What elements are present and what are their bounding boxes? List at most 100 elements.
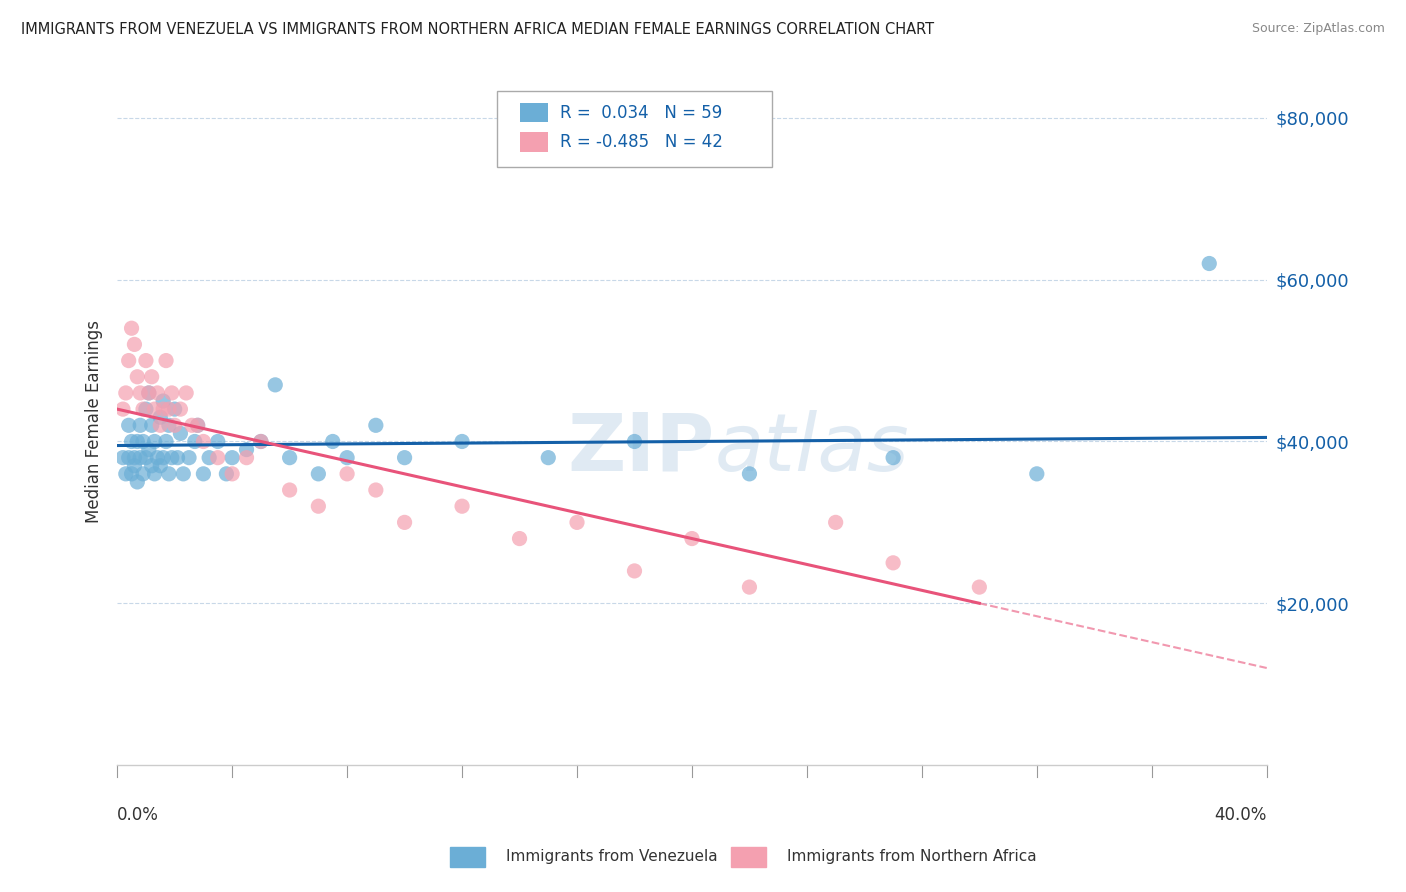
Point — [124, 450, 146, 465]
Point — [969, 580, 991, 594]
Point — [537, 450, 560, 465]
Point — [132, 402, 155, 417]
Point — [141, 458, 163, 473]
Point — [127, 475, 149, 489]
Point — [152, 394, 174, 409]
Point — [235, 442, 257, 457]
Point — [207, 434, 229, 449]
Point — [129, 450, 152, 465]
Point — [141, 418, 163, 433]
Point — [738, 467, 761, 481]
Point — [155, 353, 177, 368]
Point — [169, 426, 191, 441]
Text: Source: ZipAtlas.com: Source: ZipAtlas.com — [1251, 22, 1385, 36]
Point — [1198, 256, 1220, 270]
Point — [114, 467, 136, 481]
Point — [193, 434, 215, 449]
Point — [264, 377, 287, 392]
Point — [184, 434, 207, 449]
Point — [157, 418, 180, 433]
Point — [824, 516, 846, 530]
Point — [149, 410, 172, 425]
Point — [221, 467, 243, 481]
Point — [322, 434, 344, 449]
Point — [160, 386, 183, 401]
Point — [193, 467, 215, 481]
Point — [307, 467, 329, 481]
Text: 40.0%: 40.0% — [1215, 805, 1267, 823]
Point — [129, 418, 152, 433]
Point — [121, 434, 143, 449]
Point — [681, 532, 703, 546]
Point — [163, 402, 186, 417]
Point — [172, 467, 194, 481]
Point — [394, 450, 416, 465]
Y-axis label: Median Female Earnings: Median Female Earnings — [86, 319, 103, 523]
Point — [198, 450, 221, 465]
Point — [364, 418, 387, 433]
Point — [207, 450, 229, 465]
Point — [623, 564, 645, 578]
Point — [121, 467, 143, 481]
Point — [155, 434, 177, 449]
Point — [451, 434, 474, 449]
Point — [336, 450, 359, 465]
Text: R =  0.034   N = 59: R = 0.034 N = 59 — [560, 103, 723, 121]
Point — [187, 418, 209, 433]
Point — [169, 402, 191, 417]
Point — [565, 516, 588, 530]
Point — [174, 386, 197, 401]
Point — [149, 418, 172, 433]
Point — [132, 467, 155, 481]
Point — [111, 402, 134, 417]
Point — [118, 353, 141, 368]
Point — [235, 450, 257, 465]
Point — [124, 458, 146, 473]
Point — [146, 386, 169, 401]
Point — [1025, 467, 1047, 481]
Point — [157, 402, 180, 417]
Text: ZIP: ZIP — [568, 409, 716, 488]
Point — [138, 386, 160, 401]
Point — [143, 467, 166, 481]
Text: R = -0.485   N = 42: R = -0.485 N = 42 — [560, 133, 723, 151]
Point — [394, 516, 416, 530]
Point — [157, 467, 180, 481]
FancyBboxPatch shape — [496, 91, 772, 167]
Point — [250, 434, 273, 449]
Text: Immigrants from Venezuela: Immigrants from Venezuela — [506, 849, 718, 863]
Point — [141, 369, 163, 384]
Point — [623, 434, 645, 449]
Point — [166, 450, 188, 465]
Point — [135, 450, 157, 465]
Text: IMMIGRANTS FROM VENEZUELA VS IMMIGRANTS FROM NORTHERN AFRICA MEDIAN FEMALE EARNI: IMMIGRANTS FROM VENEZUELA VS IMMIGRANTS … — [21, 22, 934, 37]
Point — [163, 418, 186, 433]
Point — [882, 450, 904, 465]
Text: 0.0%: 0.0% — [117, 805, 159, 823]
Point — [336, 467, 359, 481]
Text: atlas: atlas — [716, 409, 910, 488]
Point — [135, 402, 157, 417]
Point — [180, 418, 202, 433]
Point — [138, 386, 160, 401]
Point — [124, 337, 146, 351]
FancyBboxPatch shape — [520, 132, 548, 152]
Point — [135, 353, 157, 368]
Point — [221, 450, 243, 465]
Point — [187, 418, 209, 433]
Point — [149, 458, 172, 473]
Point — [132, 434, 155, 449]
Point — [118, 418, 141, 433]
Point — [143, 434, 166, 449]
Point — [250, 434, 273, 449]
Text: Immigrants from Northern Africa: Immigrants from Northern Africa — [787, 849, 1038, 863]
Point — [882, 556, 904, 570]
Point — [129, 386, 152, 401]
Point — [509, 532, 531, 546]
Point — [143, 402, 166, 417]
Point — [127, 369, 149, 384]
Point — [177, 450, 200, 465]
Point — [215, 467, 238, 481]
Point — [146, 450, 169, 465]
Point — [160, 450, 183, 465]
